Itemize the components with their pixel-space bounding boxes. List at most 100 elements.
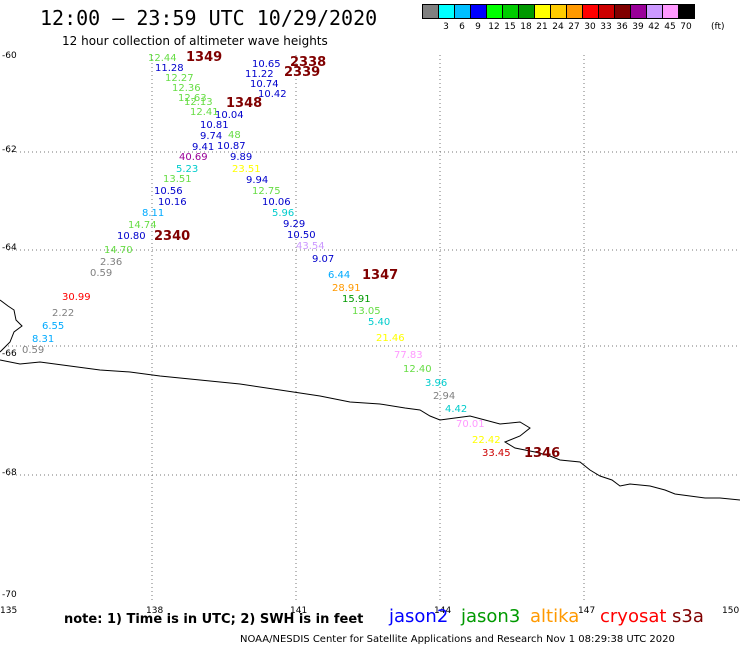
satellite-jason2: jason2	[389, 606, 449, 627]
wave-height-label: 77.83	[394, 350, 423, 361]
map-subtitle: 12 hour collection of altimeter wave hei…	[62, 34, 328, 48]
legend-label: 6	[459, 22, 465, 32]
legend-label: 15	[504, 22, 516, 32]
latitude-label: -64	[2, 243, 17, 253]
wave-height-label: 2.36	[100, 257, 122, 268]
observation-labels: 12.44 134911.2812.2712.3612.6312.1312.411…	[22, 50, 560, 461]
wave-height-label: 14.74	[128, 220, 157, 231]
latitude-label: -66	[2, 349, 17, 359]
pass-time-label: 1349	[186, 50, 222, 65]
wave-height-label: 23.51	[232, 164, 261, 175]
wave-height-label: 3.96	[425, 378, 447, 389]
latitude-label: -68	[2, 468, 17, 478]
legend-label: 33	[600, 22, 612, 32]
lat-lon-grid: -60 -62 -64 -66 -68 -70 135 138 141 144 147 150	[0, 51, 740, 616]
wave-height-label: 9.41	[192, 142, 214, 153]
wave-height-label: 5.40	[368, 317, 390, 328]
color-scale-legend	[422, 4, 695, 19]
wave-height-label: 6.55	[42, 321, 64, 332]
legend-label: 24	[552, 22, 564, 32]
wave-height-label: 6.44	[328, 270, 350, 281]
wave-height-label: 5.96	[272, 208, 294, 219]
pass-time-label: 1347	[362, 268, 398, 283]
wave-height-label: 10.16	[158, 197, 187, 208]
longitude-label: 141	[290, 606, 307, 616]
satellite-cryosat: cryosat	[600, 606, 667, 627]
wave-height-label: 10.42	[258, 89, 287, 100]
longitude-label: 147	[578, 606, 595, 616]
wave-height-label: 8.11	[142, 208, 164, 219]
wave-height-label: 70.01	[456, 419, 485, 430]
legend-swatch	[678, 4, 695, 19]
wave-height-label: 14.70	[104, 245, 133, 256]
coastline	[0, 299, 23, 353]
legend-label: 30	[584, 22, 596, 32]
pass-time-label: 1346	[524, 446, 560, 461]
pass-time-label: 1348	[226, 96, 262, 111]
wave-height-label: 15.91	[342, 294, 371, 305]
wave-height-label: 33.45	[482, 448, 511, 459]
wave-height-label: 10.04	[215, 110, 244, 121]
wave-height-label: 13.05	[352, 306, 381, 317]
wave-height-label: 12.36	[172, 83, 201, 94]
wave-height-label: 28.91	[332, 283, 361, 294]
longitude-label: 150	[722, 606, 739, 616]
satellite-jason3: jason3	[461, 606, 521, 627]
wave-height-label: 8.31	[32, 334, 54, 345]
wave-height-label: 10.74	[250, 79, 279, 90]
wave-height-label: 10.06	[262, 197, 291, 208]
legend-label: 70	[680, 22, 692, 32]
wave-height-label: 13.51	[163, 174, 192, 185]
wave-height-label: 2.94	[433, 391, 455, 402]
map-title: 12:00 – 23:59 UTC 10/29/2020	[40, 6, 378, 30]
wave-height-label: 10.65	[252, 59, 281, 70]
wave-height-label: 9.29	[283, 219, 305, 230]
wave-height-label: 11.22	[245, 69, 274, 80]
pass-time-label: 2340	[154, 229, 190, 244]
longitude-label: 144	[434, 606, 451, 616]
latitude-label: -62	[2, 145, 17, 155]
wave-height-label: 12.40	[403, 364, 432, 375]
wave-height-label: 40.69	[179, 152, 208, 163]
legend-unit: (ft)	[711, 22, 725, 32]
satellite-altika: altika	[530, 606, 580, 627]
wave-height-label: 12.27	[165, 73, 194, 84]
wave-height-label: 10.80	[117, 231, 146, 242]
wave-height-label: 10.81	[200, 120, 229, 131]
latitude-label: -70	[2, 590, 17, 600]
wave-height-label: 0.59	[90, 268, 112, 279]
wave-height-label: 12.75	[252, 186, 281, 197]
wave-height-label: 12.13	[184, 97, 213, 108]
wave-height-label: 11.28	[155, 63, 184, 74]
wave-height-label: 12.41	[190, 107, 219, 118]
wave-height-label: 0.59	[22, 345, 44, 356]
legend-label: 36	[616, 22, 628, 32]
wave-height-label: 4.42	[445, 404, 467, 415]
pass-time-label: 2338	[290, 55, 326, 70]
wave-height-label: 10.50	[287, 230, 316, 241]
wave-height-label: 9.94	[246, 175, 268, 186]
legend-label: 3	[443, 22, 449, 32]
legend-label: 27	[568, 22, 580, 32]
legend-label: 21	[536, 22, 548, 32]
legend-label: 42	[648, 22, 660, 32]
coastline	[0, 359, 740, 501]
longitude-label: 138	[146, 606, 163, 616]
wave-height-label: 10.56	[154, 186, 183, 197]
wave-height-label: 21.46	[376, 333, 405, 344]
wave-height-label: 12.63	[178, 93, 207, 104]
satellite-s3a: s3a	[672, 606, 704, 627]
wave-height-label: 10.87	[217, 141, 246, 152]
wave-height-label: 30.99	[62, 292, 91, 303]
color-scale-labels: 3 6 9 12 15 18 21 24 27 30 33 36 39 42 45 70	[422, 22, 740, 34]
wave-height-label: 43.54	[296, 241, 325, 252]
pass-time-label: 2339	[284, 65, 320, 80]
legend-label: 12	[488, 22, 500, 32]
wave-height-label: 2.22	[52, 308, 74, 319]
legend-label: 9	[475, 22, 481, 32]
latitude-label: -60	[2, 51, 17, 61]
footnote: note: 1) Time is in UTC; 2) SWH is in fe…	[64, 612, 364, 627]
wave-height-label: 12.44	[148, 53, 177, 64]
legend-label: 45	[664, 22, 676, 32]
